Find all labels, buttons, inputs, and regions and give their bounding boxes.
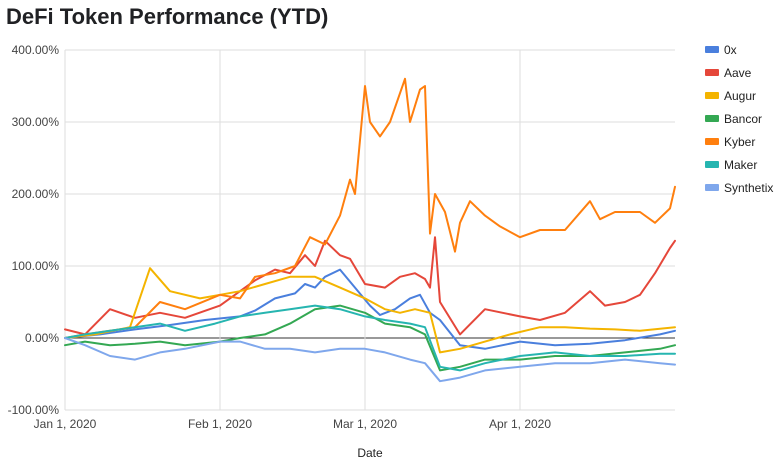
series-line-maker <box>64 304 676 372</box>
series-line-kyber <box>64 77 676 339</box>
legend-label-synthetix: Synthetix <box>724 181 773 195</box>
axes: 400.00% 300.00% 200.00% 100.00% 0.00% -100.00… <box>8 43 552 431</box>
series-lines <box>64 77 676 383</box>
legend-label-maker: Maker <box>724 158 757 172</box>
legend-label-kyber: Kyber <box>724 135 755 149</box>
x-tick-label: Jan 1, 2020 <box>34 417 97 431</box>
series-line-aave <box>64 236 676 336</box>
y-tick-label: 400.00% <box>12 43 60 57</box>
x-axis-label: Date <box>357 446 383 460</box>
x-tick-label: Feb 1, 2020 <box>188 417 252 431</box>
series-line-augur <box>64 267 676 354</box>
legend: 0x Aave Augur Bancor Kyber Maker Synthetix <box>705 43 773 195</box>
y-tick-label: 0.00% <box>25 331 59 345</box>
y-tick-label: -100.00% <box>8 403 60 417</box>
legend-swatch-bancor <box>705 115 719 122</box>
x-tick-label: Apr 1, 2020 <box>489 417 551 431</box>
series-line-bancor <box>64 304 676 372</box>
legend-label-aave: Aave <box>724 66 752 80</box>
legend-swatch-kyber <box>705 138 719 145</box>
y-tick-label: 100.00% <box>12 259 60 273</box>
y-tick-label: 200.00% <box>12 187 60 201</box>
series-line-synthetix <box>64 337 676 383</box>
legend-label-augur: Augur <box>724 89 756 103</box>
legend-label-0x: 0x <box>724 43 737 57</box>
legend-swatch-synthetix <box>705 184 719 191</box>
legend-swatch-augur <box>705 92 719 99</box>
chart-title: DeFi Token Performance (YTD) <box>6 4 329 29</box>
x-tick-label: Mar 1, 2020 <box>333 417 397 431</box>
y-tick-label: 300.00% <box>12 115 60 129</box>
legend-swatch-aave <box>705 69 719 76</box>
series-line-0x <box>64 268 676 350</box>
legend-label-bancor: Bancor <box>724 112 762 126</box>
legend-swatch-maker <box>705 161 719 168</box>
legend-swatch-0x <box>705 46 719 53</box>
